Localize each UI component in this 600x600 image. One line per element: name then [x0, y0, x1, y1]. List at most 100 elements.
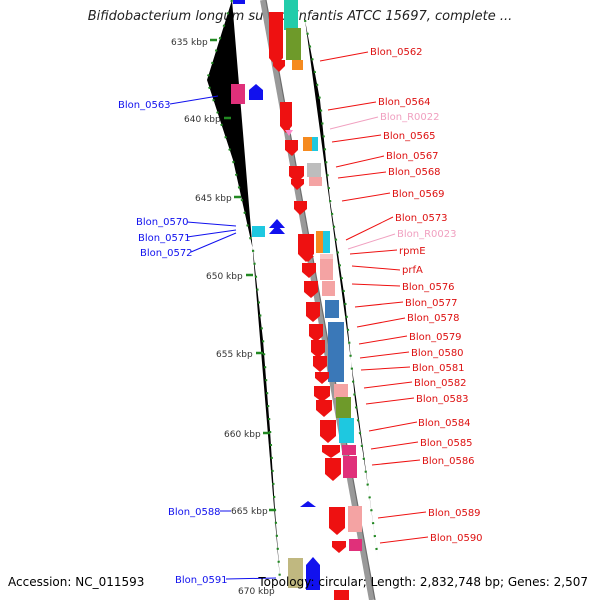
- map-title: Bifidobacterium longum subsp. infantis A…: [87, 9, 513, 24]
- gene-arrow[interactable]: [269, 12, 283, 66]
- gene-label[interactable]: Blon_0583: [416, 394, 469, 405]
- gene-label[interactable]: Blon_0585: [420, 438, 473, 449]
- scale-label: 665 kbp: [231, 507, 268, 517]
- right-leaders: [319, 51, 429, 544]
- genome-backbone: [260, 0, 375, 600]
- gene-label[interactable]: Blon_0567: [386, 151, 439, 162]
- gene-block[interactable]: [233, 0, 245, 4]
- gene-arrow[interactable]: [313, 356, 327, 372]
- gene-label[interactable]: Blon_0562: [370, 47, 423, 58]
- gene-block[interactable]: [323, 231, 330, 253]
- gene-block[interactable]: [336, 397, 351, 418]
- gene-label[interactable]: Blon_0582: [414, 378, 467, 389]
- gene-arrow[interactable]: [294, 201, 307, 215]
- gene-arrow[interactable]: [316, 400, 332, 417]
- gene-label[interactable]: Blon_0578: [407, 313, 460, 324]
- gene-block[interactable]: [307, 163, 321, 177]
- scale-label: 640 kbp: [184, 115, 221, 125]
- gene-label[interactable]: rpmE: [399, 246, 426, 257]
- gene-block[interactable]: [328, 322, 344, 382]
- forward-genes: [269, 12, 362, 600]
- gene-block[interactable]: [334, 590, 349, 600]
- gene-label[interactable]: Blon_0565: [383, 131, 436, 142]
- scale-ticks: [210, 38, 276, 512]
- gene-arrow[interactable]: [285, 140, 298, 156]
- gene-block[interactable]: [284, 0, 298, 30]
- gene-arrow[interactable]: [314, 386, 330, 402]
- gene-arrow[interactable]: [315, 372, 329, 384]
- gene-block[interactable]: [325, 300, 339, 318]
- gene-label[interactable]: Blon_0580: [411, 348, 464, 359]
- gene-block[interactable]: [316, 231, 323, 253]
- gene-block[interactable]: [252, 226, 265, 237]
- gene-arrow[interactable]: [269, 219, 285, 234]
- gene-label[interactable]: Blon_0576: [402, 282, 455, 293]
- reverse-genes: [231, 84, 320, 590]
- scale-label: 655 kbp: [216, 350, 253, 360]
- gene-arrow[interactable]: [306, 557, 320, 590]
- gene-arrow[interactable]: [320, 420, 336, 443]
- gene-block[interactable]: [339, 418, 354, 443]
- gene-arrow[interactable]: [289, 166, 304, 183]
- map-footer: Accession: NC_011593 Topology: circular;…: [8, 575, 592, 593]
- gene-label[interactable]: Blon_0590: [430, 533, 483, 544]
- gene-block[interactable]: [286, 28, 301, 60]
- scale-dots-right: [303, 19, 380, 561]
- gene-arrow[interactable]: [285, 130, 293, 136]
- gene-arrow[interactable]: [291, 179, 304, 190]
- gene-label[interactable]: Blon_0584: [418, 418, 471, 429]
- gene-block[interactable]: [231, 84, 245, 104]
- gene-block[interactable]: [312, 137, 318, 151]
- gene-label[interactable]: Blon_0586: [422, 456, 475, 467]
- gene-label[interactable]: Blon_0589: [428, 508, 481, 519]
- gene-arrow[interactable]: [304, 281, 318, 298]
- gene-label[interactable]: prfA: [402, 265, 423, 276]
- gene-label[interactable]: Blon_0563: [118, 100, 171, 111]
- gene-label[interactable]: Blon_0579: [409, 332, 462, 343]
- gene-arrow[interactable]: [329, 507, 345, 535]
- gene-arrow[interactable]: [322, 445, 340, 458]
- gene-arrow[interactable]: [306, 302, 320, 322]
- gene-block[interactable]: [322, 281, 335, 296]
- gene-block[interactable]: [303, 137, 312, 151]
- gene-label[interactable]: Blon_0570: [136, 217, 189, 228]
- gene-arrow[interactable]: [332, 541, 346, 553]
- left-leaders: [169, 95, 277, 580]
- gene-block[interactable]: [342, 445, 356, 455]
- gene-arrow[interactable]: [301, 256, 314, 262]
- gene-arrow[interactable]: [280, 102, 292, 133]
- gene-block[interactable]: [348, 506, 362, 532]
- gene-arrow[interactable]: [298, 234, 314, 262]
- gene-label[interactable]: Blon_0569: [392, 189, 445, 200]
- gene-label[interactable]: Blon_0581: [412, 363, 465, 374]
- gene-block[interactable]: [320, 254, 333, 259]
- gene-block[interactable]: [309, 177, 322, 186]
- gene-block[interactable]: [349, 539, 362, 551]
- gene-arrow[interactable]: [300, 501, 316, 507]
- topology-text: Topology: circular; Length: 2,832,748 bp…: [258, 575, 588, 589]
- gene-label[interactable]: Blon_0572: [140, 248, 193, 259]
- gene-label[interactable]: Blon_0591: [175, 575, 228, 586]
- gene-label[interactable]: Blon_0571: [138, 233, 191, 244]
- gene-label[interactable]: Blon_0568: [388, 167, 441, 178]
- gene-block[interactable]: [343, 456, 357, 478]
- gene-arrow[interactable]: [273, 60, 285, 72]
- scale-label: 645 kbp: [195, 194, 232, 204]
- gene-arrow[interactable]: [309, 324, 323, 342]
- gene-arrow[interactable]: [249, 84, 263, 100]
- gene-label[interactable]: Blon_R0022: [380, 112, 440, 123]
- gene-label[interactable]: Blon_0577: [405, 298, 458, 309]
- gene-block[interactable]: [288, 558, 303, 588]
- scale-label: 670 kbp: [238, 587, 275, 597]
- gene-label[interactable]: Blon_0588: [168, 507, 221, 518]
- gene-label[interactable]: Blon_0573: [395, 213, 448, 224]
- gene-label[interactable]: Blon_R0023: [397, 229, 457, 240]
- gene-block[interactable]: [334, 384, 348, 398]
- gene-arrow[interactable]: [325, 458, 341, 481]
- gene-arrow[interactable]: [302, 263, 316, 278]
- scale-label: 635 kbp: [171, 38, 208, 48]
- gene-block[interactable]: [292, 60, 303, 70]
- gene-block[interactable]: [320, 256, 333, 280]
- gene-label[interactable]: Blon_0564: [378, 97, 431, 108]
- gene-arrow[interactable]: [311, 340, 325, 358]
